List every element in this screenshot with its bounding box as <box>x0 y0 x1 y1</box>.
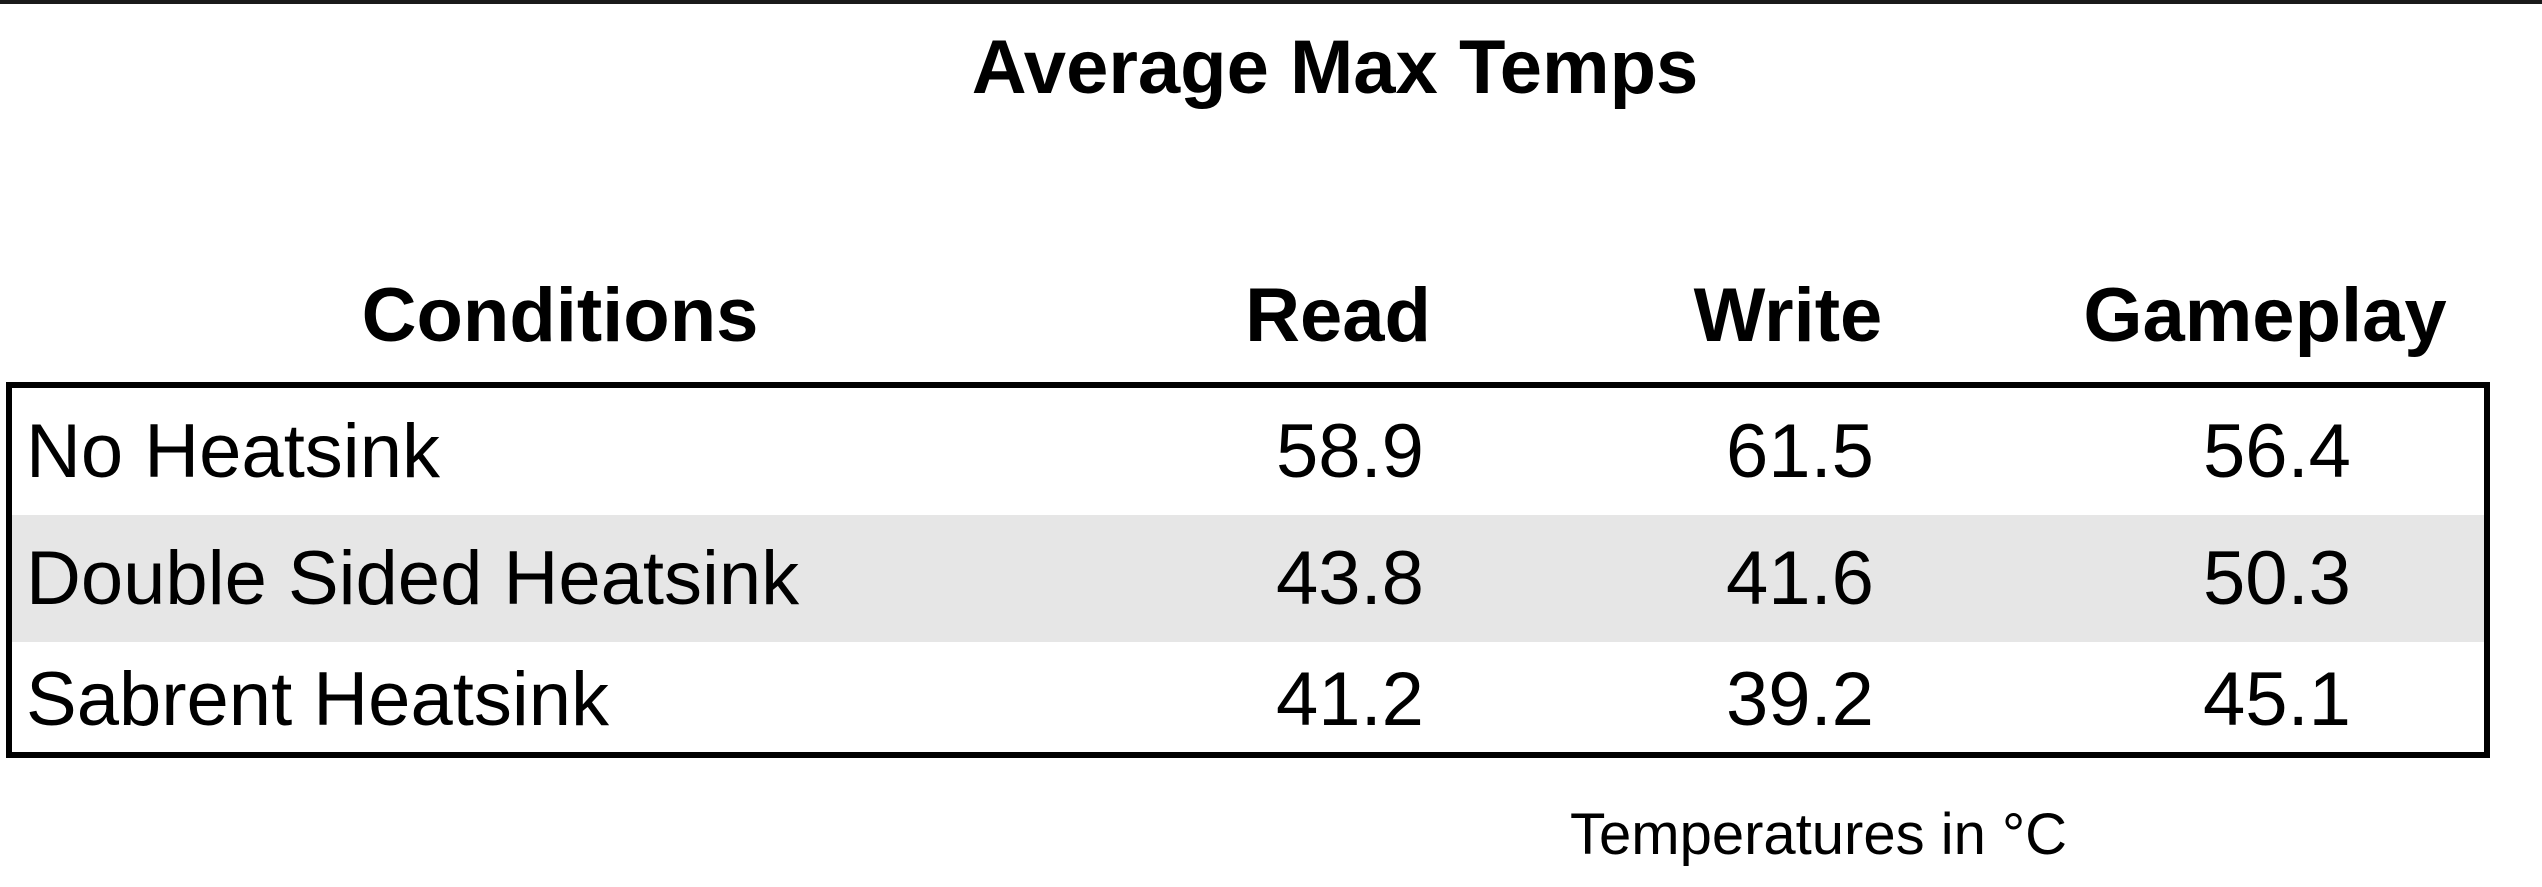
header-write: Write <box>1693 273 1883 358</box>
cell-gameplay: 45.1 <box>2203 657 2351 742</box>
chart-title: Average Max Temps <box>971 25 1699 110</box>
cell-read: 58.9 <box>1276 409 1424 494</box>
table-row: Sabrent Heatsink 41.2 39.2 45.1 <box>12 642 2484 758</box>
table-row: Double Sided Heatsink 43.8 41.6 50.3 <box>12 515 2484 642</box>
table-row: No Heatsink 58.9 61.5 56.4 <box>12 388 2484 515</box>
cell-read: 43.8 <box>1276 536 1424 621</box>
header-gameplay: Gameplay <box>2083 273 2447 358</box>
cell-write: 39.2 <box>1726 657 1874 742</box>
cell-read: 41.2 <box>1276 657 1424 742</box>
cell-write: 61.5 <box>1726 409 1874 494</box>
cell-gameplay: 56.4 <box>2203 409 2351 494</box>
header-conditions: Conditions <box>361 273 759 358</box>
cell-condition: Sabrent Heatsink <box>26 657 609 742</box>
header-read: Read <box>1245 273 1431 358</box>
cell-write: 41.6 <box>1726 536 1874 621</box>
cell-gameplay: 50.3 <box>2203 536 2351 621</box>
cell-condition: Double Sided Heatsink <box>26 536 800 621</box>
top-rule <box>0 0 2542 4</box>
cell-condition: No Heatsink <box>26 409 440 494</box>
data-table: No Heatsink 58.9 61.5 56.4 Double Sided … <box>6 382 2490 758</box>
units-note: Temperatures in °C <box>1570 802 2068 867</box>
